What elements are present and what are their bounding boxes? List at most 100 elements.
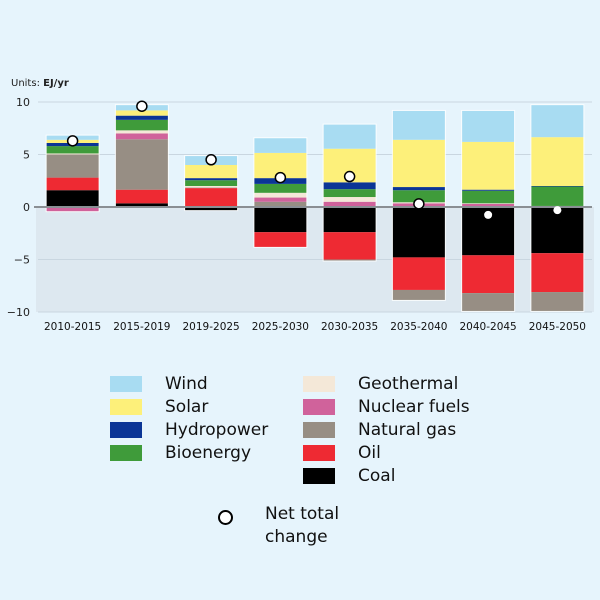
bar-segment-geothermal — [462, 203, 515, 204]
bar-segment-hydropower — [392, 187, 445, 191]
bar-segment-bioenergy — [46, 146, 99, 154]
legend-item-wind: Wind — [110, 374, 310, 394]
y-tick-label: −5 — [14, 254, 30, 267]
bar-segment-nuclear-fuels — [323, 201, 376, 207]
bar-segment-natural-gas — [462, 293, 515, 311]
net-total-dot — [274, 171, 287, 184]
stacked-bar-chart: 10 5 0 −5 −10 2010-2015 2015-2019 2019-2025 202… — [7, 96, 594, 333]
bar-segment-natural-gas — [392, 289, 445, 300]
net-total-dot — [66, 135, 79, 147]
net-total-dot — [413, 198, 425, 210]
x-tick-label: 2015-2019 — [113, 321, 170, 333]
legend-label: Oil — [358, 443, 381, 463]
bar-group — [114, 104, 169, 208]
legend-swatch — [303, 445, 335, 461]
x-tick-label: 2019-2025 — [183, 321, 240, 333]
legend-label: Geothermal — [358, 374, 459, 394]
bar-segment-nuclear-fuels — [46, 207, 99, 212]
bar-segment-nuclear-fuels — [462, 203, 515, 207]
x-tick-label: 2040-2045 — [460, 321, 517, 333]
legend-item-coal: Coal — [303, 466, 503, 486]
legend-swatch — [110, 399, 142, 415]
bar-segment-oil — [531, 253, 584, 293]
bar-segment-oil — [46, 177, 99, 191]
bar-segment-oil — [115, 189, 168, 204]
net-total-dot — [553, 206, 562, 215]
legend-item-geothermal: Geothermal — [303, 374, 503, 394]
bar-segment-geothermal — [46, 153, 99, 155]
legend-swatch — [303, 468, 335, 484]
bar-segment-hydropower — [115, 115, 168, 120]
x-tick-label: 2025-2030 — [252, 321, 309, 333]
units-label: Units: EJ/yr — [11, 78, 69, 89]
bar-segment-natural-gas — [46, 154, 99, 178]
x-tick-label: 2010-2015 — [44, 321, 101, 333]
bar-segment-geothermal — [115, 130, 168, 134]
bar-segment-coal — [185, 207, 238, 211]
y-tick-label: 10 — [16, 96, 30, 109]
bar-segment-wind — [254, 138, 307, 153]
bar-segment-wind — [462, 110, 515, 142]
legend-swatch — [303, 422, 335, 438]
bar-segment-bioenergy — [392, 190, 445, 203]
bar-segment-natural-gas — [531, 292, 584, 311]
bar-segment-oil — [254, 232, 307, 247]
x-tick-label: 2030-2035 — [321, 321, 378, 333]
bar-group — [322, 123, 377, 262]
legend-item-hydropower: Hydropower — [110, 420, 310, 440]
bar-segment-bioenergy — [185, 180, 238, 186]
units-prefix: Units: — [11, 78, 44, 89]
bar-segment-coal — [115, 203, 168, 207]
bar-segment-wind — [392, 110, 445, 140]
net-total-dot — [205, 154, 217, 166]
bar-segment-coal — [254, 207, 307, 233]
bar-segment-geothermal — [185, 186, 238, 188]
legend-swatch — [303, 399, 335, 415]
legend-label: Bioenergy — [165, 443, 252, 463]
legend-item-oil: Oil — [303, 443, 503, 463]
bar-segment-coal — [323, 207, 376, 233]
legend-label: Natural gas — [358, 420, 457, 440]
bar-segment-hydropower — [185, 178, 238, 181]
bar-segment-solar — [462, 141, 515, 190]
legend-swatch — [110, 445, 142, 461]
legend-item-solar: Solar — [110, 397, 310, 417]
bar-segment-natural-gas — [323, 259, 376, 261]
legend-label: Solar — [165, 397, 209, 417]
net-total-dot — [343, 170, 356, 183]
bar-segment-solar — [185, 165, 238, 179]
legend-item-nuclear-fuels: Nuclear fuels — [303, 397, 503, 417]
legend-label: Nuclear fuels — [358, 397, 470, 417]
bar-segment-solar — [392, 139, 445, 188]
y-tick-label: −10 — [7, 306, 30, 319]
bar-segment-wind — [531, 105, 584, 138]
bar-segment-hydropower — [462, 189, 515, 191]
bar-segment-natural-gas — [185, 187, 238, 189]
bar-segment-hydropower — [323, 182, 376, 190]
bar-segment-natural-gas — [115, 139, 168, 190]
bar-segment-bioenergy — [531, 186, 584, 206]
bar-segment-geothermal — [254, 192, 307, 198]
bar-group — [391, 109, 446, 301]
bar-segment-bioenergy — [254, 183, 307, 193]
bar-segment-nuclear-fuels — [254, 197, 307, 202]
x-tick-label: 2045-2050 — [529, 321, 586, 333]
legend-label: Hydropower — [165, 420, 269, 440]
bar-group — [253, 137, 308, 248]
bar-segment-hydropower — [531, 186, 584, 187]
bar-segment-solar — [115, 110, 168, 116]
bar-segment-coal — [392, 207, 445, 258]
legend-item-natural-gas: Natural gas — [303, 420, 503, 440]
bar-segment-bioenergy — [462, 190, 515, 204]
bar-segment-natural-gas — [254, 201, 307, 207]
bar-segment-oil — [185, 188, 238, 207]
bar-segment-coal — [531, 207, 584, 254]
net-total-label: Net total change — [265, 504, 340, 547]
bar-segment-oil — [392, 257, 445, 290]
legend-swatch — [303, 376, 335, 392]
bar-segment-wind — [323, 124, 376, 149]
bar-segment-coal — [46, 190, 99, 207]
legend-swatch — [110, 376, 142, 392]
bar-group — [184, 155, 239, 212]
y-tick-label: 5 — [23, 149, 30, 162]
